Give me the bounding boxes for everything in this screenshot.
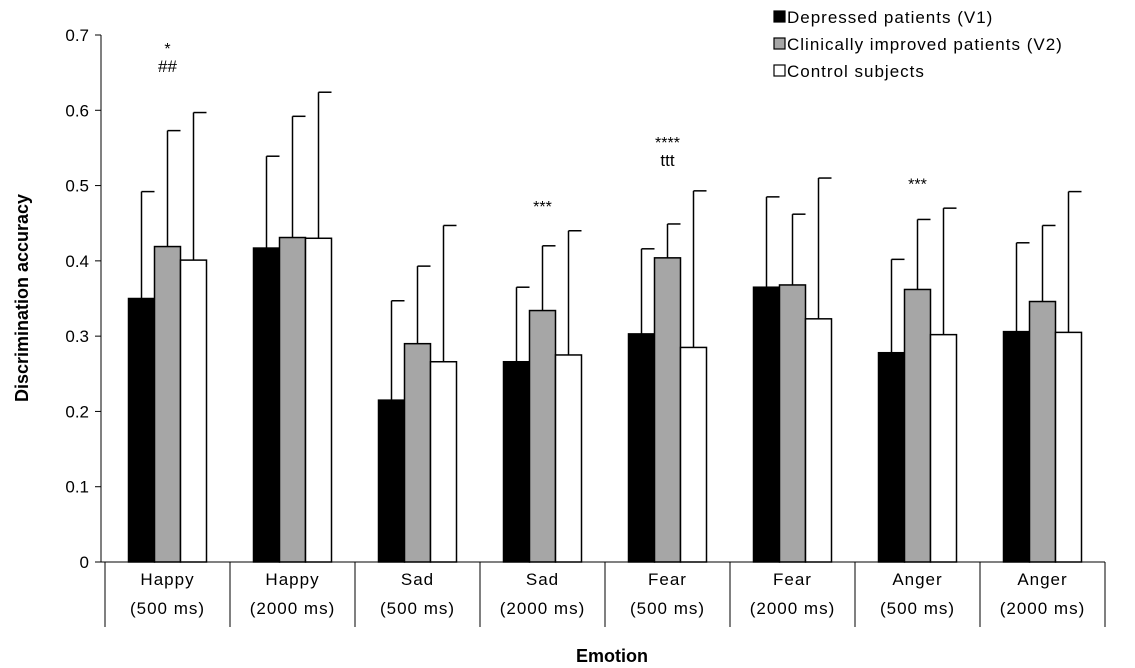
x-tick-label-sub: (2000 ms) — [500, 599, 586, 618]
bar — [252, 247, 281, 563]
x-tick-label: Happy — [265, 570, 319, 589]
x-tick-label: Fear — [773, 570, 812, 589]
legend-label: Clinically improved patients (V2) — [787, 35, 1063, 54]
x-tick-label: Fear — [648, 570, 687, 589]
bar — [127, 297, 156, 563]
bar — [1054, 331, 1083, 563]
bar — [1028, 300, 1057, 563]
y-tick-label: 0.7 — [65, 26, 89, 45]
y-axis: 0 0.1 0.2 0.3 0.4 0.5 0.6 0.7 — [65, 26, 102, 572]
legend-swatch — [773, 64, 786, 77]
bar — [804, 318, 833, 563]
bar — [627, 333, 656, 563]
legend-label: Control subjects — [787, 62, 925, 81]
x-tick-label-sub: (2000 ms) — [750, 599, 836, 618]
x-axis: Happy (500 ms) Happy (2000 ms) Sad (500 ms) Sa… — [101, 561, 1106, 627]
error-bars — [140, 91, 1082, 401]
bar — [403, 342, 432, 563]
x-tick-label: Anger — [892, 570, 942, 589]
bar — [304, 237, 333, 563]
legend-swatch — [773, 10, 786, 23]
bar — [778, 284, 807, 563]
bar — [903, 288, 932, 563]
x-tick-label-sub: (500 ms) — [630, 599, 705, 618]
bar — [653, 257, 682, 563]
bar — [528, 309, 557, 563]
bars — [127, 236, 1083, 563]
bar — [752, 286, 781, 563]
significance-marker: *** — [908, 177, 927, 194]
significance-marker: * — [164, 41, 170, 58]
x-tick-label: Happy — [140, 570, 194, 589]
legend: Depressed patients (V1) Clinically improv… — [773, 8, 1063, 81]
bar — [153, 245, 182, 563]
bar — [1002, 330, 1031, 563]
bar — [377, 399, 406, 563]
legend-label: Depressed patients (V1) — [787, 8, 993, 27]
bar — [278, 236, 307, 563]
x-tick-label: Sad — [526, 570, 559, 589]
y-tick-label: 0.4 — [65, 252, 89, 271]
y-tick-label: 0.2 — [65, 402, 89, 421]
x-tick-label-sub: (2000 ms) — [1000, 599, 1086, 618]
x-axis-title: Emotion — [576, 646, 648, 666]
significance-marker: *** — [533, 199, 552, 216]
x-tick-label: Anger — [1017, 570, 1067, 589]
significance-annotations: *##*******ttt*** — [158, 41, 927, 216]
bar — [179, 259, 208, 563]
bar — [502, 360, 531, 563]
bar — [877, 351, 906, 563]
significance-marker: **** — [655, 135, 680, 152]
bar — [429, 360, 458, 563]
legend-swatch — [773, 37, 786, 50]
y-tick-label: 0 — [80, 553, 89, 572]
significance-marker: ttt — [660, 151, 674, 170]
y-tick-label: 0.5 — [65, 177, 89, 196]
y-tick-label: 0.3 — [65, 327, 89, 346]
y-tick-label: 0.6 — [65, 101, 89, 120]
x-tick-label: Sad — [401, 570, 434, 589]
y-tick-label: 0.1 — [65, 478, 89, 497]
x-tick-label-sub: (2000 ms) — [250, 599, 336, 618]
x-tick-label-sub: (500 ms) — [880, 599, 955, 618]
bar — [929, 333, 958, 563]
bar — [554, 354, 583, 563]
x-tick-label-sub: (500 ms) — [130, 599, 205, 618]
x-tick-label-sub: (500 ms) — [380, 599, 455, 618]
bar — [679, 346, 708, 563]
y-axis-title: Discrimination accuracy — [12, 194, 32, 402]
significance-marker: ## — [158, 57, 177, 76]
